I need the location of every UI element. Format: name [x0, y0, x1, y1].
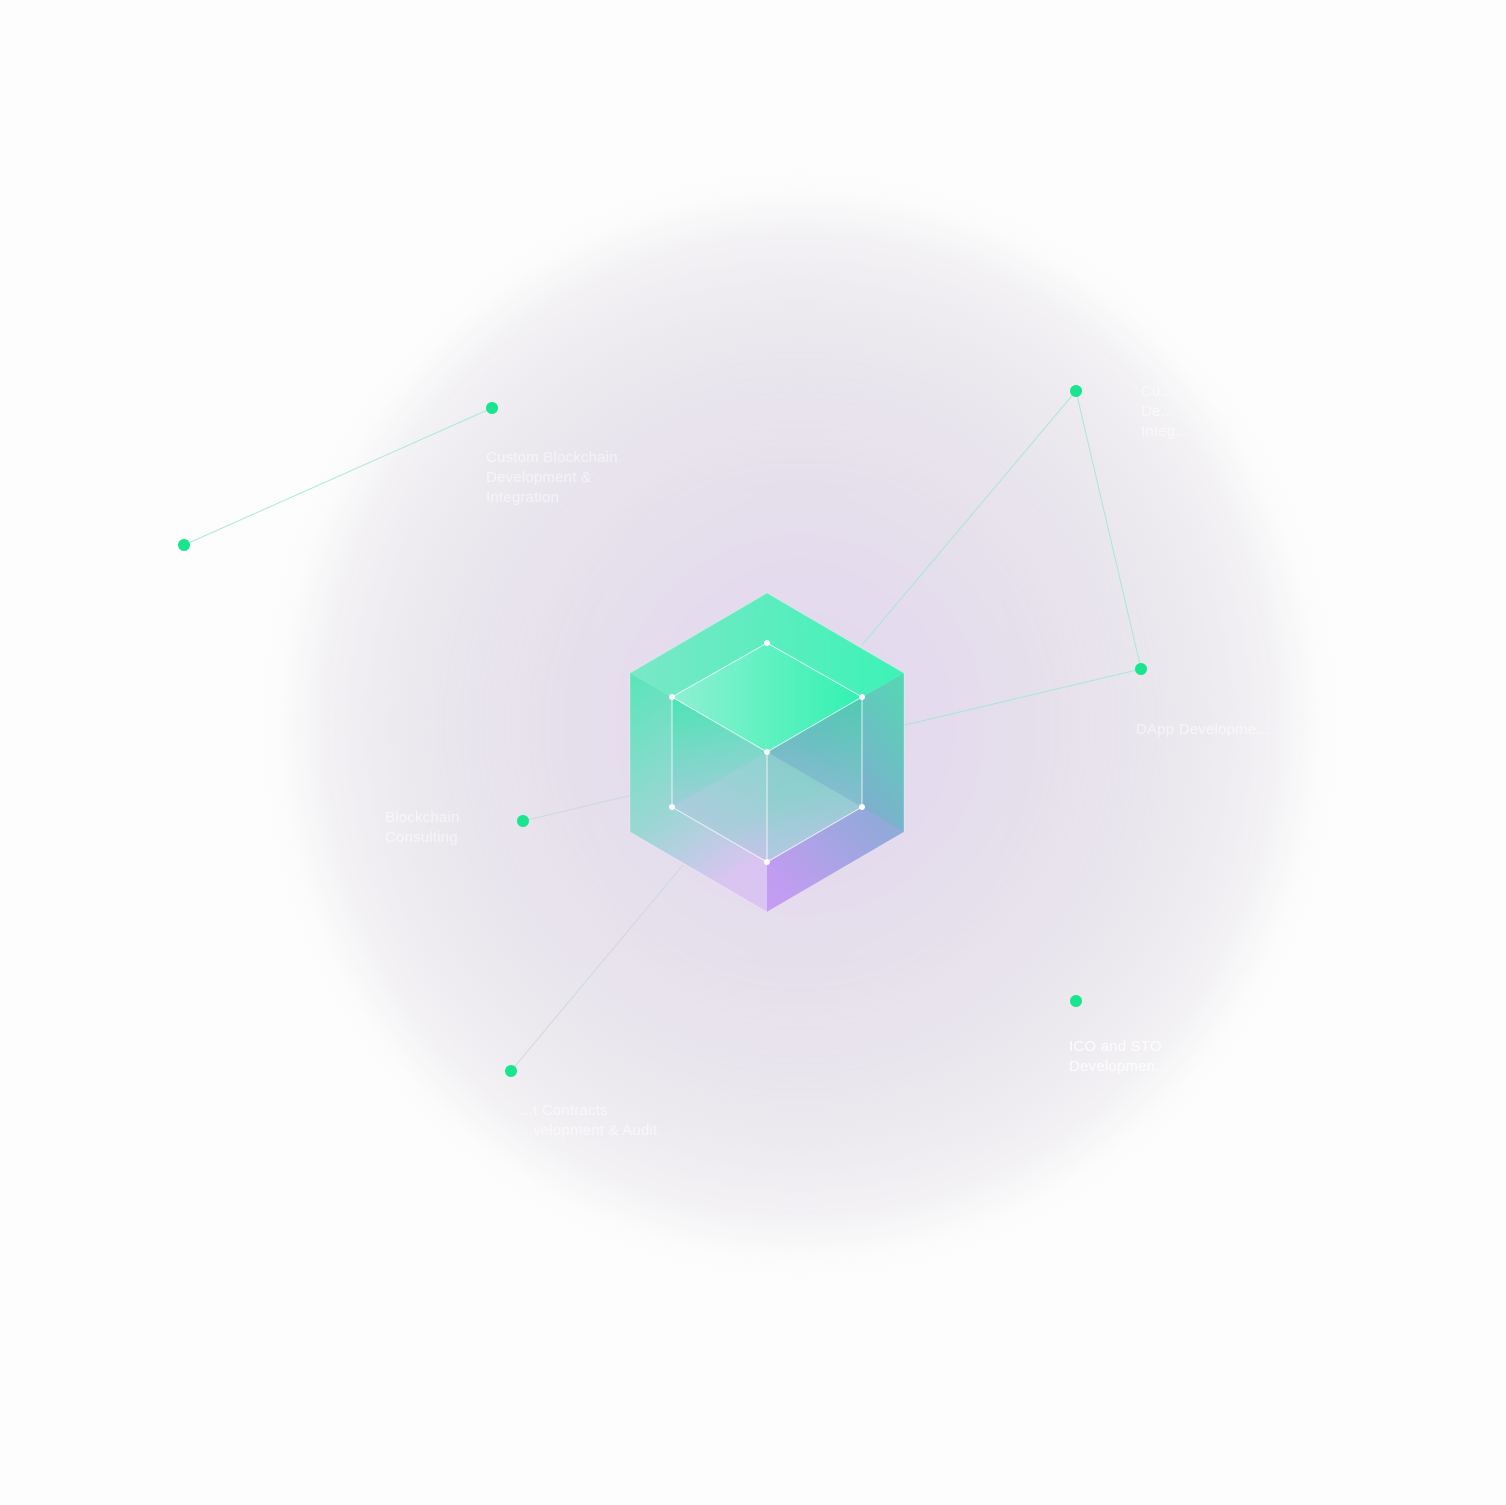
label-ico-sto: ICO and STO Developmen...	[1069, 1038, 1169, 1075]
glass-cube-icon	[629, 592, 905, 913]
cube-vertex-dot	[859, 804, 865, 810]
connector-line	[1075, 390, 1142, 670]
connector-line	[861, 390, 1077, 646]
label-custom-blockchain: Custom Blockchain Development & Integrat…	[486, 449, 618, 506]
label-top-right: Cu... De... Integ...	[1141, 383, 1189, 440]
cube-vertex-dot	[859, 694, 865, 700]
connector-line	[522, 794, 633, 822]
cube-vertex-dot	[669, 694, 675, 700]
cube-vertex-dot	[669, 804, 675, 810]
cube-bottom-right-sheen	[767, 807, 904, 912]
label-dapp: DApp Developme...	[1136, 721, 1270, 738]
label-consulting: Blockchain Consulting	[385, 809, 460, 846]
connector-line	[904, 668, 1142, 726]
node-dot-consulting[interactable]	[517, 815, 529, 827]
node-dot-left-endpoint[interactable]	[178, 539, 190, 551]
cube-vertex-dot	[764, 640, 770, 646]
connector-line	[183, 407, 493, 546]
label-smart-contracts: ...t Contracts ...velopment & Audit	[520, 1102, 658, 1139]
node-dot-top-right[interactable]	[1070, 385, 1082, 397]
node-dot-dapp[interactable]	[1135, 663, 1147, 675]
cube-vertex-dot	[764, 859, 770, 865]
node-dot-ico-sto[interactable]	[1070, 995, 1082, 1007]
node-dot-custom-blockchain[interactable]	[486, 402, 498, 414]
node-dot-smart-contracts[interactable]	[505, 1065, 517, 1077]
connector-line	[510, 864, 684, 1072]
cube-vertex-dot	[764, 749, 770, 755]
